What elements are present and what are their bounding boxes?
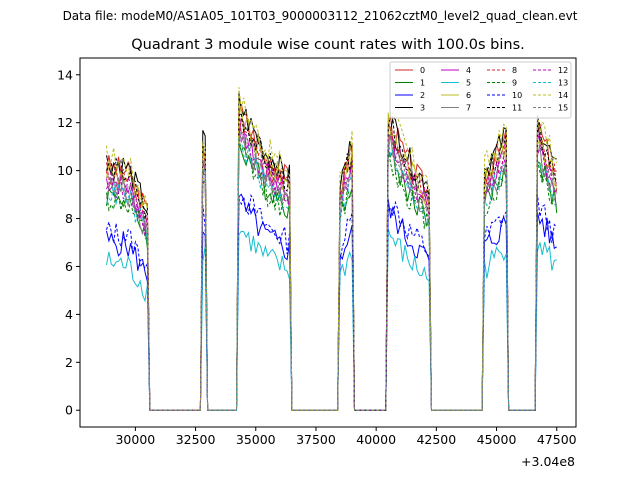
x-tick-label: 30000 [115,432,155,447]
legend-label-11: 11 [512,104,522,113]
y-tick-label: 14 [57,67,73,82]
series-line-0 [106,104,557,411]
x-tick-label: 40000 [356,432,396,447]
legend-box [389,61,572,119]
x-offset-label: +3.04e8 [521,454,575,469]
x-tick-label: 42500 [416,432,456,447]
legend-label-10: 10 [512,91,522,100]
legend-label-13: 13 [558,79,568,88]
series-line-14 [106,87,558,411]
legend-label-3: 3 [420,104,425,113]
y-tick-label: 4 [65,307,73,322]
legend-label-7: 7 [466,104,471,113]
series-line-1 [106,143,558,411]
legend-label-2: 2 [420,91,425,100]
y-tick-label: 6 [65,259,73,274]
series-line-5 [106,228,557,411]
series-line-13 [106,135,558,411]
legend-label-1: 1 [420,79,425,88]
x-tick-label: 32500 [176,432,216,447]
plot-frame [79,57,577,428]
suptitle: Data file: modeM0/AS1A05_101T03_90000031… [63,9,578,23]
series-line-3 [106,93,557,411]
legend-label-8: 8 [512,66,517,75]
series-layer [106,87,558,411]
series-line-2 [106,193,557,411]
series-line-8 [106,109,558,411]
x-axis: 30000 32500 35000 37500 40000 42500 45000 47500 [115,427,577,447]
legend-label-14: 14 [558,91,568,100]
legend-label-6: 6 [466,91,471,100]
series-line-6 [106,105,558,411]
y-tick-label: 10 [57,163,73,178]
y-tick-label: 0 [65,403,73,418]
legend-label-0: 0 [420,66,425,75]
x-tick-label: 47500 [537,432,577,447]
series-line-15 [106,130,558,411]
y-axis: 0 2 4 6 8 10 12 14 [57,67,80,418]
x-tick-label: 35000 [236,432,276,447]
series-line-10 [106,193,558,411]
y-tick-label: 8 [65,211,73,226]
x-tick-label: 37500 [296,432,336,447]
legend-label-9: 9 [512,79,517,88]
legend-label-5: 5 [466,79,471,88]
y-tick-label: 2 [65,355,73,370]
x-tick-label: 45000 [477,432,517,447]
series-line-11 [106,111,558,411]
legend-label-15: 15 [558,104,568,113]
chart-title: Quadrant 3 module wise count rates with … [131,37,525,53]
legend-label-12: 12 [558,66,568,75]
legend-label-4: 4 [466,66,471,75]
y-tick-label: 12 [57,115,73,130]
